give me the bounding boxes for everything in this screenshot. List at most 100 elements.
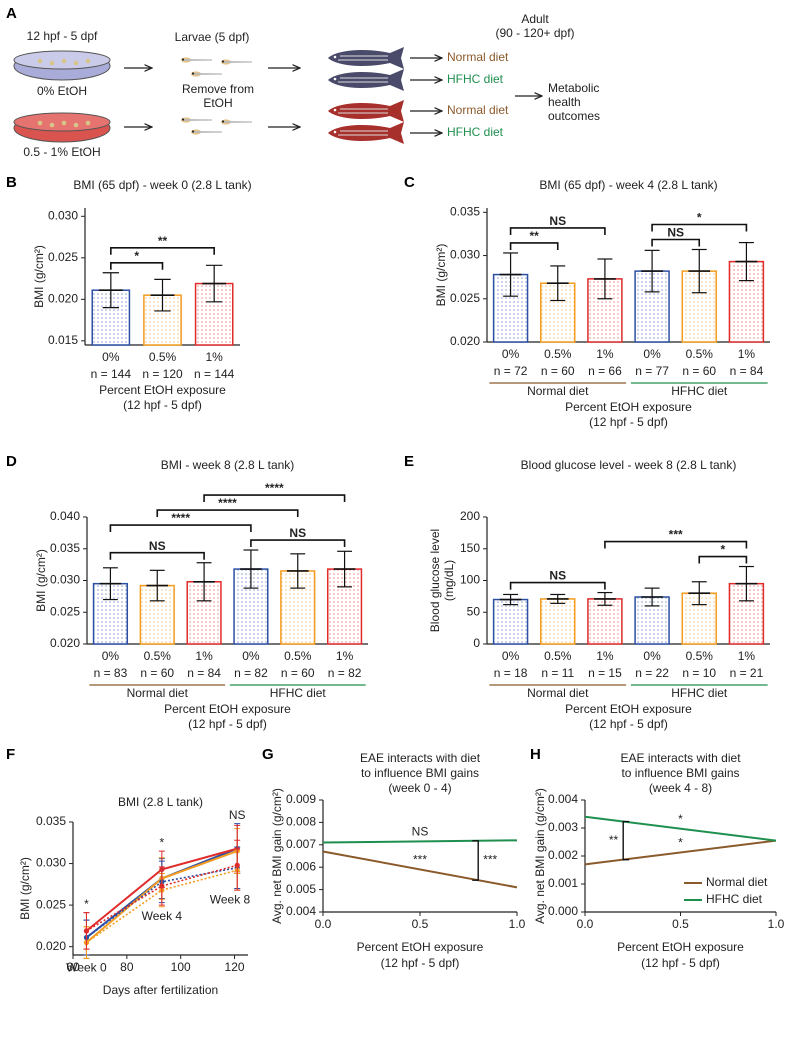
n-label: n = 144: [91, 367, 132, 381]
chart-title: BMI (65 dpf) - week 4 (2.8 L tank): [539, 178, 717, 192]
series-line: [322, 850, 518, 889]
embryo: [37, 120, 43, 126]
x-axis-sublabel: (12 hpf - 5 dpf): [123, 398, 202, 412]
chart-title: BMI - week 8 (2.8 L tank): [161, 458, 295, 472]
larva: [221, 59, 252, 65]
larva: [191, 129, 222, 135]
significance-bracket: [110, 246, 215, 255]
larva: [191, 71, 222, 77]
y-axis-label: Avg. net BMI gain (g/cm²): [270, 788, 284, 924]
bar: [143, 294, 182, 346]
remove-label: Remove from: [182, 82, 254, 96]
fish-etoh: [327, 99, 405, 123]
y-tick-label: 0.025: [48, 250, 78, 264]
significance-label: *: [134, 249, 139, 263]
larvae-label: Larvae (5 dpf): [175, 30, 250, 44]
group-label: HFHC diet: [270, 686, 327, 700]
bar: [587, 598, 623, 645]
y-tick-label: 0.000: [548, 904, 578, 918]
bar: [492, 273, 529, 343]
series-line: [584, 839, 777, 866]
point: [159, 883, 165, 889]
adult-label: Adult: [521, 12, 549, 26]
line-label: NS: [412, 825, 429, 839]
panel-letter: F: [6, 746, 15, 763]
x-axis-label: Percent EtOH exposure: [357, 940, 484, 954]
diet-label: HFHC diet: [447, 72, 504, 86]
fish-control: [327, 46, 405, 70]
y-tick-label: 0.015: [48, 333, 78, 347]
embryo: [37, 58, 43, 64]
line-label: *: [678, 836, 683, 850]
panel-letter: D: [6, 453, 17, 470]
significance-bracket: [156, 509, 299, 518]
x-tick-label: 0%: [502, 649, 520, 663]
significance-label: NS: [549, 569, 566, 583]
diet-label: Normal diet: [447, 103, 509, 117]
y-axis-label: Avg. net BMI gain (g/cm²): [533, 788, 547, 924]
significance-bracket: [110, 261, 164, 270]
n-label: n = 144: [194, 367, 235, 381]
bar: [540, 598, 576, 645]
group-label: HFHC diet: [671, 686, 728, 700]
series-line: [584, 815, 777, 842]
y-tick-label: 0: [473, 636, 480, 650]
y-tick-label: 50: [467, 604, 481, 618]
x-axis-label: Days after fertilization: [103, 983, 218, 997]
n-label: n = 18: [494, 666, 528, 680]
x-tick-label: 0.5%: [149, 350, 177, 364]
y-axis-label: BMI (g/cm²): [34, 549, 48, 612]
y-tick-label: 0.040: [50, 509, 80, 523]
significance-bracket: [109, 524, 252, 533]
y-axis-label: BMI (g/cm²): [434, 244, 448, 307]
y-tick-label: 0.009: [286, 792, 316, 806]
x-tick-label: 80: [120, 960, 134, 974]
x-tick-label: 120: [225, 960, 245, 974]
x-axis-sublabel: (12 hpf - 5 dpf): [589, 415, 668, 429]
n-label: n = 120: [142, 367, 183, 381]
point-label: Week 4: [142, 909, 183, 923]
x-tick-label: 0.0: [315, 917, 332, 931]
x-tick-label: 0.5: [412, 917, 429, 931]
y-tick-label: 0.006: [286, 859, 316, 873]
diet-label: HFHC diet: [447, 125, 504, 139]
x-tick-label: 1%: [596, 347, 614, 361]
x-axis-sublabel: (12 hpf - 5 dpf): [589, 717, 668, 731]
significance-label: **: [529, 229, 539, 243]
y-tick-label: 0.020: [450, 334, 480, 348]
dish-label: 0% EtOH: [37, 84, 87, 98]
panel-letter: G: [262, 746, 274, 763]
y-tick-label: 200: [460, 509, 480, 523]
x-tick-label: 1%: [205, 350, 223, 364]
significance-label: ****: [218, 496, 237, 510]
x-tick-label: 0.0: [577, 917, 594, 931]
significance-label: NS: [667, 226, 684, 240]
chart-title: EAE interacts with diet: [360, 751, 481, 765]
x-axis-label: Percent EtOH exposure: [565, 400, 692, 414]
point-label: Week 8: [210, 892, 251, 906]
significance-bracket: [203, 494, 346, 503]
x-axis-label: Percent EtOH exposure: [99, 383, 226, 397]
significance-label: ***: [669, 528, 683, 542]
y-axis-label: (mg/dL): [442, 560, 456, 601]
x-tick-label: 0%: [643, 649, 661, 663]
larva: [181, 117, 212, 123]
chart-title: Blood glucose level - week 8 (2.8 L tank…: [521, 458, 737, 472]
significance-bracket: [509, 227, 606, 235]
x-axis-sublabel: (12 hpf - 5 dpf): [641, 956, 720, 970]
n-label: n = 60: [281, 666, 315, 680]
outcome-label: outcomes: [548, 109, 600, 123]
n-label: n = 83: [94, 666, 128, 680]
dish-label: 0.5 - 1% EtOH: [23, 145, 100, 159]
legend-label: Normal diet: [706, 875, 768, 889]
y-tick-label: 0.035: [50, 541, 80, 555]
remove-label: EtOH: [203, 96, 232, 110]
x-tick-label: 1.0: [768, 917, 785, 931]
n-label: n = 60: [140, 666, 174, 680]
chart-title: BMI (2.8 L tank): [118, 795, 203, 809]
y-tick-label: 0.004: [286, 904, 316, 918]
n-label: n = 21: [730, 666, 764, 680]
significance-label: *: [84, 897, 89, 911]
embryo: [73, 122, 79, 128]
embryo: [49, 60, 55, 66]
